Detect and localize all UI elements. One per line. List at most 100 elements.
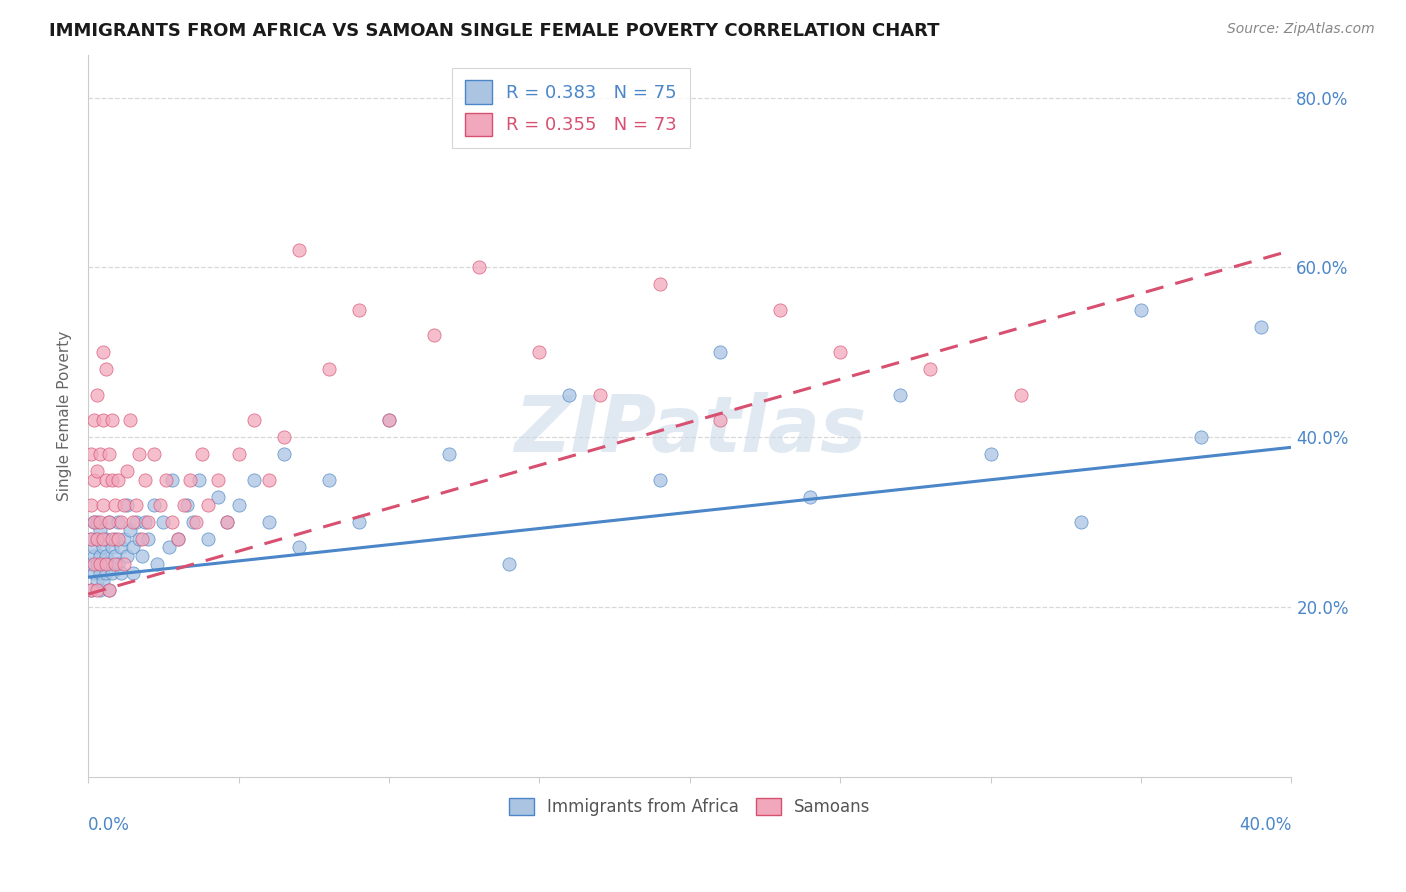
Point	[125, 515, 148, 529]
Point	[228, 447, 250, 461]
Point	[98, 515, 121, 529]
Point	[86, 532, 108, 546]
Point	[107, 558, 129, 572]
Point	[162, 515, 184, 529]
Point	[167, 532, 190, 546]
Point	[83, 413, 105, 427]
Point	[80, 582, 103, 597]
Point	[104, 498, 127, 512]
Text: Source: ZipAtlas.com: Source: ZipAtlas.com	[1227, 22, 1375, 37]
Point	[128, 532, 150, 546]
Point	[96, 558, 118, 572]
Point	[86, 464, 108, 478]
Point	[423, 328, 446, 343]
Point	[134, 515, 156, 529]
Point	[110, 541, 132, 555]
Point	[86, 532, 108, 546]
Point	[89, 515, 111, 529]
Point	[120, 413, 142, 427]
Legend: Immigrants from Africa, Samoans: Immigrants from Africa, Samoans	[502, 791, 877, 822]
Point	[215, 515, 238, 529]
Point	[242, 413, 264, 427]
Point	[273, 430, 295, 444]
Text: IMMIGRANTS FROM AFRICA VS SAMOAN SINGLE FEMALE POVERTY CORRELATION CHART: IMMIGRANTS FROM AFRICA VS SAMOAN SINGLE …	[49, 22, 939, 40]
Point	[215, 515, 238, 529]
Point	[179, 473, 201, 487]
Point	[191, 447, 214, 461]
Point	[498, 558, 520, 572]
Text: 0.0%: 0.0%	[89, 816, 129, 834]
Point	[104, 558, 127, 572]
Point	[709, 413, 731, 427]
Point	[117, 549, 139, 563]
Point	[197, 532, 219, 546]
Point	[468, 260, 491, 275]
Point	[136, 515, 159, 529]
Point	[96, 362, 118, 376]
Point	[101, 532, 124, 546]
Point	[80, 532, 103, 546]
Point	[143, 498, 166, 512]
Point	[167, 532, 190, 546]
Point	[98, 582, 121, 597]
Point	[347, 515, 370, 529]
Point	[80, 498, 103, 512]
Point	[155, 473, 177, 487]
Point	[104, 549, 127, 563]
Point	[1070, 515, 1092, 529]
Point	[287, 244, 309, 258]
Point	[101, 566, 124, 580]
Point	[122, 566, 145, 580]
Point	[207, 473, 229, 487]
Point	[437, 447, 460, 461]
Point	[89, 566, 111, 580]
Point	[186, 515, 208, 529]
Point	[83, 515, 105, 529]
Point	[83, 515, 105, 529]
Point	[162, 473, 184, 487]
Point	[86, 515, 108, 529]
Point	[152, 515, 174, 529]
Point	[648, 277, 671, 292]
Point	[1250, 319, 1272, 334]
Point	[889, 387, 911, 401]
Point	[648, 473, 671, 487]
Point	[188, 473, 211, 487]
Point	[80, 558, 103, 572]
Point	[89, 549, 111, 563]
Point	[378, 413, 401, 427]
Point	[128, 447, 150, 461]
Point	[98, 558, 121, 572]
Point	[830, 345, 852, 359]
Point	[98, 447, 121, 461]
Point	[83, 549, 105, 563]
Point	[183, 515, 205, 529]
Point	[1130, 302, 1153, 317]
Point	[529, 345, 551, 359]
Point	[80, 532, 103, 546]
Point	[86, 582, 108, 597]
Point	[91, 345, 114, 359]
Point	[112, 532, 135, 546]
Point	[96, 566, 118, 580]
Point	[558, 387, 581, 401]
Point	[257, 515, 280, 529]
Point	[96, 549, 118, 563]
Point	[107, 532, 129, 546]
Point	[80, 582, 103, 597]
Point	[107, 515, 129, 529]
Point	[89, 582, 111, 597]
Point	[91, 413, 114, 427]
Point	[228, 498, 250, 512]
Point	[197, 498, 219, 512]
Point	[120, 524, 142, 538]
Point	[769, 302, 792, 317]
Point	[83, 558, 105, 572]
Point	[134, 473, 156, 487]
Point	[86, 574, 108, 589]
Point	[89, 447, 111, 461]
Point	[347, 302, 370, 317]
Point	[117, 464, 139, 478]
Point	[799, 490, 821, 504]
Point	[101, 413, 124, 427]
